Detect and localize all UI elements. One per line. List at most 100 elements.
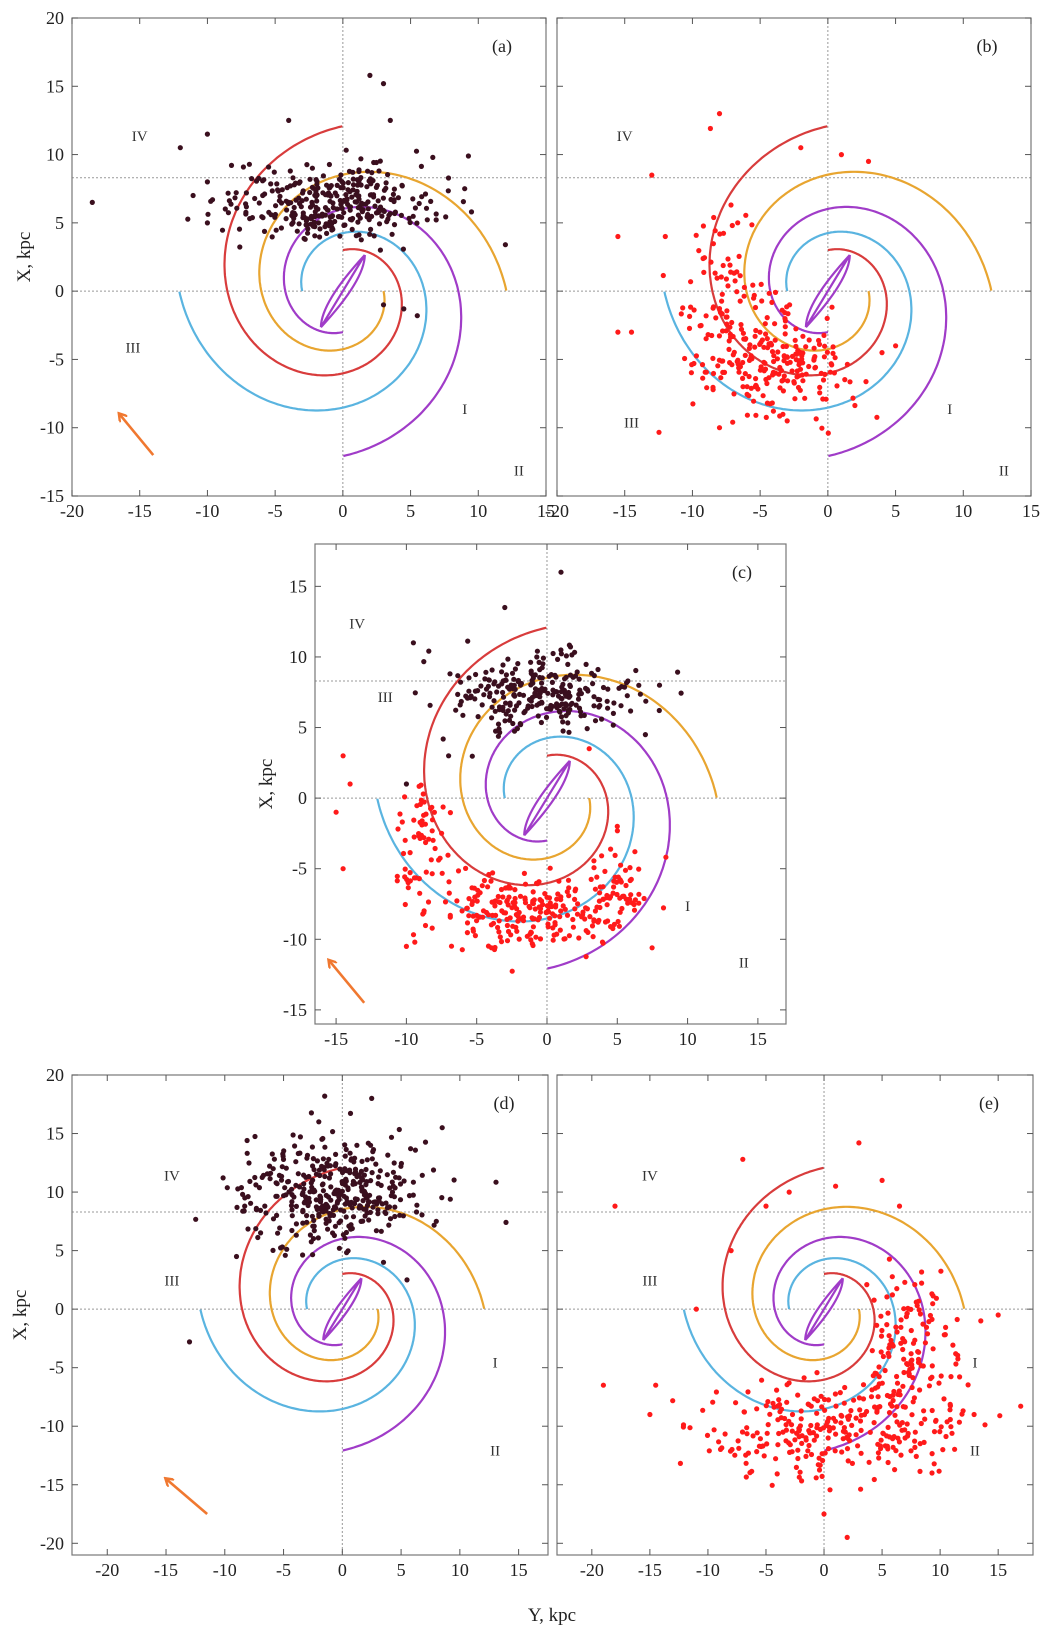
red-point xyxy=(803,1453,809,1459)
black-point xyxy=(546,673,552,679)
red-point xyxy=(572,896,578,903)
x-tick-label: 5 xyxy=(613,1029,622,1049)
red-point xyxy=(710,304,717,310)
red-point xyxy=(910,1399,916,1405)
spiral-arm-I xyxy=(459,673,718,861)
black-point xyxy=(320,1203,326,1209)
red-point xyxy=(869,1387,875,1393)
black-point xyxy=(473,671,479,678)
red-point xyxy=(764,1441,770,1447)
black-point xyxy=(281,1193,287,1199)
black-point xyxy=(494,689,500,695)
red-point xyxy=(517,893,524,899)
red-point xyxy=(846,1432,852,1438)
black-point xyxy=(576,676,582,682)
red-point xyxy=(791,379,797,385)
red-point xyxy=(394,873,400,879)
red-point xyxy=(743,1474,749,1480)
black-point xyxy=(675,669,681,675)
red-point xyxy=(538,898,545,904)
black-point xyxy=(558,647,564,653)
y-tick-label: 10 xyxy=(46,145,64,165)
red-point xyxy=(417,890,423,896)
red-point xyxy=(921,1439,927,1445)
red-point xyxy=(784,1399,790,1405)
panel-label: (b) xyxy=(977,36,998,57)
black-point xyxy=(308,1180,314,1186)
x-tick-label: 15 xyxy=(537,501,555,521)
red-point xyxy=(743,336,749,342)
red-point xyxy=(856,1395,863,1401)
red-point xyxy=(660,905,667,911)
black-point xyxy=(308,1239,314,1245)
black-point xyxy=(301,1181,307,1187)
red-point xyxy=(459,908,465,914)
red-point xyxy=(760,393,766,399)
black-point xyxy=(604,698,610,704)
red-point xyxy=(822,1407,828,1413)
red-point xyxy=(610,890,616,896)
red-point xyxy=(599,939,606,945)
black-point xyxy=(576,705,583,711)
red-point xyxy=(627,865,633,871)
red-point xyxy=(710,1399,716,1405)
black-point xyxy=(500,662,506,668)
black-point xyxy=(506,717,513,723)
red-point xyxy=(592,908,599,914)
black-point xyxy=(190,192,196,199)
black-point xyxy=(309,1144,315,1150)
black-point xyxy=(499,669,505,675)
black-point xyxy=(319,211,325,217)
red-point xyxy=(793,343,799,349)
black-point xyxy=(284,185,290,191)
red-point xyxy=(466,896,472,902)
red-point xyxy=(723,276,730,282)
black-point xyxy=(521,710,527,716)
black-point xyxy=(339,1179,345,1185)
x-tick-label: -10 xyxy=(195,501,219,521)
red-point xyxy=(796,362,802,368)
black-point xyxy=(326,161,332,168)
black-point xyxy=(289,1227,295,1234)
red-point xyxy=(615,329,621,335)
red-point xyxy=(914,1303,920,1309)
black-point xyxy=(392,209,398,215)
black-point xyxy=(343,1176,349,1182)
black-point xyxy=(311,1228,317,1234)
spiral-arm-IV xyxy=(223,125,403,377)
red-point xyxy=(817,384,823,390)
black-point xyxy=(554,701,560,707)
black-point xyxy=(354,1142,360,1148)
black-point xyxy=(341,222,347,228)
black-point xyxy=(539,680,545,686)
x-tick-label: 5 xyxy=(878,1560,887,1580)
black-point xyxy=(566,642,573,648)
black-point xyxy=(463,693,469,699)
black-point xyxy=(352,1166,359,1172)
red-point xyxy=(734,289,740,295)
red-point xyxy=(700,375,706,381)
red-point xyxy=(909,1357,915,1363)
black-point xyxy=(573,702,579,708)
red-point xyxy=(768,340,774,346)
red-point xyxy=(446,879,452,885)
red-point xyxy=(480,908,487,914)
red-point xyxy=(423,869,429,875)
red-point xyxy=(780,388,787,394)
black-point xyxy=(592,718,599,724)
red-point xyxy=(557,914,563,920)
red-point xyxy=(564,889,570,895)
red-point xyxy=(803,1437,809,1443)
red-point xyxy=(687,1425,693,1431)
black-point xyxy=(330,1129,336,1135)
red-point xyxy=(930,1301,936,1307)
red-point xyxy=(736,369,742,375)
red-point xyxy=(825,1446,832,1452)
red-point xyxy=(400,850,407,857)
black-point xyxy=(553,689,559,695)
black-point xyxy=(526,697,533,703)
black-point xyxy=(563,703,570,709)
red-point xyxy=(895,1435,901,1441)
spiral-arm-I xyxy=(268,1205,486,1362)
